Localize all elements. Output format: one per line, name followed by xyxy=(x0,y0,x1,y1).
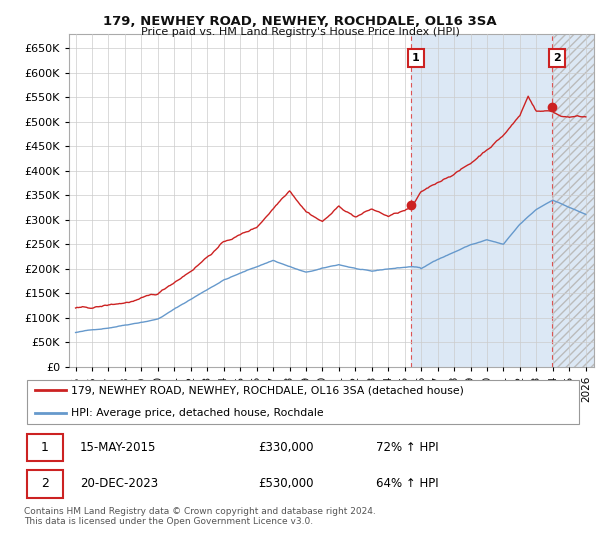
Text: 20-DEC-2023: 20-DEC-2023 xyxy=(80,477,158,491)
Text: 1: 1 xyxy=(412,53,419,63)
Text: Price paid vs. HM Land Registry's House Price Index (HPI): Price paid vs. HM Land Registry's House … xyxy=(140,27,460,37)
Text: 15-MAY-2015: 15-MAY-2015 xyxy=(80,441,156,454)
Text: 2: 2 xyxy=(41,477,49,491)
Text: £330,000: £330,000 xyxy=(259,441,314,454)
Text: 72% ↑ HPI: 72% ↑ HPI xyxy=(376,441,438,454)
FancyBboxPatch shape xyxy=(27,380,579,424)
Text: 179, NEWHEY ROAD, NEWHEY, ROCHDALE, OL16 3SA: 179, NEWHEY ROAD, NEWHEY, ROCHDALE, OL16… xyxy=(103,15,497,27)
Text: 2: 2 xyxy=(553,53,561,63)
Text: HPI: Average price, detached house, Rochdale: HPI: Average price, detached house, Roch… xyxy=(71,408,324,418)
Bar xyxy=(552,34,594,367)
Bar xyxy=(411,34,594,367)
Text: 64% ↑ HPI: 64% ↑ HPI xyxy=(376,477,438,491)
FancyBboxPatch shape xyxy=(27,433,63,461)
Text: 1: 1 xyxy=(41,441,49,454)
Text: Contains HM Land Registry data © Crown copyright and database right 2024.
This d: Contains HM Land Registry data © Crown c… xyxy=(24,507,376,526)
Text: £530,000: £530,000 xyxy=(259,477,314,491)
FancyBboxPatch shape xyxy=(27,470,63,498)
Text: 179, NEWHEY ROAD, NEWHEY, ROCHDALE, OL16 3SA (detached house): 179, NEWHEY ROAD, NEWHEY, ROCHDALE, OL16… xyxy=(71,385,464,395)
